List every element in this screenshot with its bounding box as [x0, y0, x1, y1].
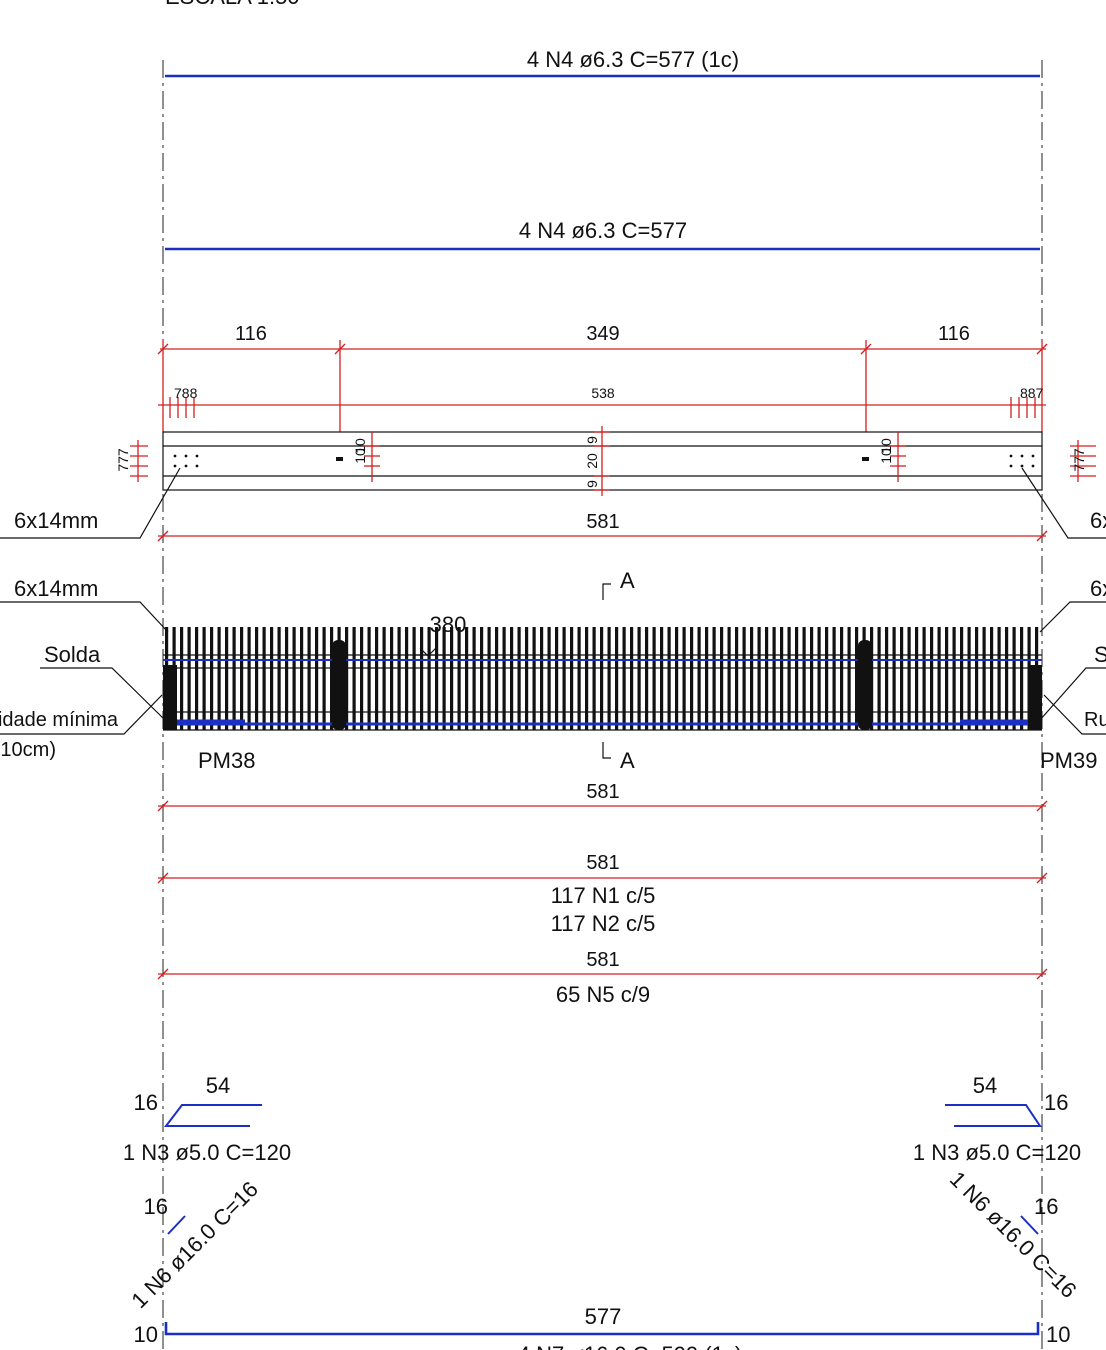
- stirrup-n2: 117 N2 c/5: [551, 911, 656, 936]
- leader-rug-right: [1043, 694, 1106, 735]
- dim-116-right: 116: [938, 323, 970, 345]
- plate-label-top-right: 6x14mm: [1090, 508, 1106, 533]
- bar-n3-left-label: 1 N3 ø5.0 C=120: [123, 1140, 291, 1165]
- solda-label-left: Solda: [44, 642, 101, 667]
- dim-349: 349: [586, 323, 619, 345]
- dim-54-left: 54: [206, 1073, 230, 1098]
- leader-plate-mid-right: [1039, 601, 1106, 633]
- solda-label-right: Solda: [1094, 642, 1106, 667]
- dim-10-left-b: 10: [352, 438, 368, 454]
- bar-n6-right: [1020, 1215, 1039, 1235]
- leader-plate-top-left: [0, 467, 181, 539]
- bar-n6-right-label: 1 N6 ø16.0 C=16: [945, 1166, 1082, 1303]
- pm-left: PM38: [198, 748, 255, 773]
- dim-line-581-a: [157, 530, 1048, 542]
- pm-right: PM39: [1040, 748, 1097, 773]
- bar-n3-right-label: 1 N3 ø5.0 C=120: [913, 1140, 1081, 1165]
- dim-20: 20: [584, 453, 600, 469]
- bar-n6-left: [167, 1215, 186, 1235]
- leader-solda-right: [1039, 667, 1106, 721]
- beam-elevation: [163, 627, 1042, 731]
- dim-380: 380: [430, 612, 467, 637]
- dim-9-top: 9: [584, 436, 600, 444]
- rug-label-right: Rugosidade mínima: [1084, 709, 1106, 731]
- dim-54-right: 54: [973, 1073, 997, 1098]
- bar-n3-right: [945, 1104, 1042, 1127]
- dim-line-581-c: [157, 872, 1048, 884]
- dim-16-a: 16: [134, 1090, 158, 1115]
- section-a-bottom: A: [620, 748, 635, 773]
- section-a-top: A: [620, 568, 635, 593]
- section-mark-bottom: [602, 742, 611, 759]
- section-mark-top: [602, 583, 611, 600]
- dim-581-c: 581: [586, 852, 619, 874]
- stirrup-n1: 117 N1 c/5: [551, 883, 656, 908]
- rug-label-left-2: (10cm): [0, 739, 56, 761]
- dim-10-right-b: 10: [878, 438, 894, 454]
- plate-label-mid-right: 6x14mm: [1090, 576, 1106, 601]
- dim-581-a: 581: [586, 511, 619, 533]
- dim-538: 538: [591, 385, 615, 401]
- stirrup-n5: 65 N5 c/9: [556, 982, 650, 1007]
- dim-16-c: 16: [144, 1194, 168, 1219]
- dim-116-left: 116: [235, 323, 267, 345]
- bar-n3-left: [163, 1104, 262, 1127]
- dim-16-b: 16: [1044, 1090, 1068, 1115]
- dim-10-right: 10: [1046, 1322, 1070, 1347]
- top-bar-2-label: 4 N4 ø6.3 C=577: [519, 218, 687, 243]
- bar-n7: [164, 1322, 1040, 1336]
- rug-label-left: Rugosidade mínima: [0, 709, 119, 731]
- dim-10-left-a: 10: [352, 448, 368, 464]
- leader-rug-left: [0, 694, 163, 735]
- leader-plate-top-right: [1021, 467, 1106, 539]
- dim-line-538: [158, 397, 1046, 418]
- dim-10-right-a: 10: [878, 448, 894, 464]
- dim-777-left: 777: [115, 448, 131, 472]
- leader-plate-mid-left: [0, 601, 169, 633]
- dim-line-581-b: [157, 800, 1048, 812]
- dim-581-d: 581: [586, 949, 619, 971]
- plate-label-mid-left: 6x14mm: [14, 576, 98, 601]
- dim-16-d: 16: [1034, 1194, 1058, 1219]
- leader-solda-left: [40, 667, 166, 721]
- dim-577: 577: [585, 1304, 622, 1329]
- dim-9-bottom: 9: [584, 480, 600, 488]
- bar-n7-label: 4 N7 ø16.0 C=599 (1c): [518, 1342, 742, 1350]
- dim-line-581-d: [157, 968, 1048, 980]
- dim-line-116-349-116: [157, 340, 1048, 432]
- dim-788: 788: [174, 385, 198, 401]
- beam-plan-view: [130, 426, 1096, 496]
- dim-887: 887: [1020, 385, 1044, 401]
- plate-label-top-left: 6x14mm: [14, 508, 98, 533]
- dim-581-b: 581: [586, 781, 619, 803]
- scale-label: ESCALA 1:50: [165, 0, 300, 9]
- top-bar-1-label: 4 N4 ø6.3 C=577 (1c): [527, 47, 739, 72]
- dim-777-right: 777: [1071, 448, 1087, 472]
- dim-10-left: 10: [134, 1322, 158, 1347]
